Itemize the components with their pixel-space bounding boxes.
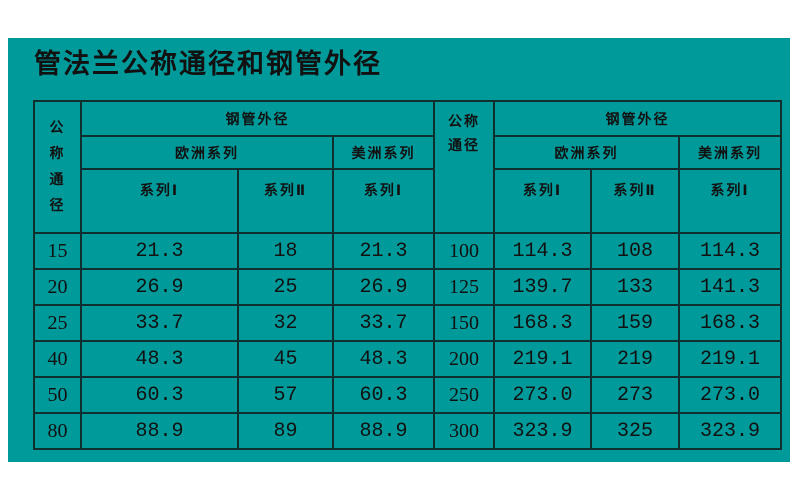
outer-diameter-cell: 219.1 [493, 340, 592, 378]
outer-diameter-cell: 273 [590, 376, 680, 414]
header-nominal-diameter-right: 公称通径 [433, 100, 495, 234]
outer-diameter-cell: 33.7 [80, 304, 239, 342]
header-series1: 系列Ⅰ [80, 168, 239, 234]
outer-diameter-cell: 57 [237, 376, 334, 414]
outer-diameter-cell: 323.9 [493, 412, 592, 450]
table-row: 50 60.3 57 60.3 250 273.0 273 273.0 [33, 376, 782, 414]
outer-diameter-cell: 48.3 [332, 340, 435, 378]
nominal-diameter-cell: 250 [433, 376, 495, 414]
outer-diameter-cell: 219 [590, 340, 680, 378]
slide-title: 管法兰公称通径和钢管外径 [34, 49, 382, 80]
header-series1: 系列Ⅰ [678, 168, 782, 234]
outer-diameter-cell: 21.3 [80, 232, 239, 270]
outer-diameter-cell: 133 [590, 268, 680, 306]
outer-diameter-cell: 168.3 [493, 304, 592, 342]
outer-diameter-cell: 159 [590, 304, 680, 342]
outer-diameter-cell: 25 [237, 268, 334, 306]
nominal-diameter-cell: 200 [433, 340, 495, 378]
header-text: 公称通径 [448, 114, 480, 154]
table-row: 80 88.9 89 88.9 300 323.9 325 323.9 [33, 412, 782, 450]
header-text: 公称通径 [49, 120, 66, 214]
table-row: 25 33.7 32 33.7 150 168.3 159 168.3 [33, 304, 782, 342]
outer-diameter-cell: 108 [590, 232, 680, 270]
nominal-diameter-cell: 20 [33, 268, 82, 306]
outer-diameter-cell: 219.1 [678, 340, 782, 378]
header-series1: 系列Ⅰ [332, 168, 435, 234]
outer-diameter-cell: 88.9 [80, 412, 239, 450]
outer-diameter-cell: 323.9 [678, 412, 782, 450]
table-row: 40 48.3 45 48.3 200 219.1 219 219.1 [33, 340, 782, 378]
nominal-diameter-cell: 100 [433, 232, 495, 270]
outer-diameter-cell: 48.3 [80, 340, 239, 378]
nominal-diameter-cell: 25 [33, 304, 82, 342]
header-series2: 系列Ⅱ [237, 168, 334, 234]
outer-diameter-cell: 33.7 [332, 304, 435, 342]
header-nominal-diameter-left: 公称通径 [33, 100, 82, 234]
outer-diameter-cell: 26.9 [80, 268, 239, 306]
header-series2: 系列Ⅱ [590, 168, 680, 234]
header-europe-left: 欧洲系列 [80, 135, 334, 170]
outer-diameter-cell: 45 [237, 340, 334, 378]
nominal-diameter-cell: 125 [433, 268, 495, 306]
outer-diameter-cell: 60.3 [332, 376, 435, 414]
pipe-flange-table: 公称通径 钢管外径 公称通径 钢管外径 欧洲系列 美洲系列 欧洲系列 美洲系列 … [33, 100, 782, 450]
header-america-left: 美洲系列 [332, 135, 435, 170]
nominal-diameter-cell: 40 [33, 340, 82, 378]
outer-diameter-cell: 141.3 [678, 268, 782, 306]
outer-diameter-cell: 26.9 [332, 268, 435, 306]
nominal-diameter-cell: 300 [433, 412, 495, 450]
nominal-diameter-cell: 150 [433, 304, 495, 342]
slide: 管法兰公称通径和钢管外径 公称通径 钢管外径 公称通径 钢管外径 欧洲系列 美洲… [8, 38, 790, 462]
outer-diameter-cell: 114.3 [678, 232, 782, 270]
nominal-diameter-cell: 50 [33, 376, 82, 414]
outer-diameter-cell: 21.3 [332, 232, 435, 270]
nominal-diameter-cell: 15 [33, 232, 82, 270]
outer-diameter-cell: 273.0 [678, 376, 782, 414]
outer-diameter-cell: 325 [590, 412, 680, 450]
outer-diameter-cell: 60.3 [80, 376, 239, 414]
outer-diameter-cell: 18 [237, 232, 334, 270]
outer-diameter-cell: 139.7 [493, 268, 592, 306]
outer-diameter-cell: 273.0 [493, 376, 592, 414]
header-america-right: 美洲系列 [678, 135, 782, 170]
outer-diameter-cell: 168.3 [678, 304, 782, 342]
table-row: 15 21.3 18 21.3 100 114.3 108 114.3 [33, 232, 782, 270]
outer-diameter-cell: 32 [237, 304, 334, 342]
outer-diameter-cell: 114.3 [493, 232, 592, 270]
outer-diameter-cell: 88.9 [332, 412, 435, 450]
outer-diameter-cell: 89 [237, 412, 334, 450]
nominal-diameter-cell: 80 [33, 412, 82, 450]
header-steel-od-right: 钢管外径 [493, 100, 782, 137]
header-steel-od-left: 钢管外径 [80, 100, 435, 137]
header-series1: 系列Ⅰ [493, 168, 592, 234]
header-europe-right: 欧洲系列 [493, 135, 680, 170]
table-row: 20 26.9 25 26.9 125 139.7 133 141.3 [33, 268, 782, 306]
